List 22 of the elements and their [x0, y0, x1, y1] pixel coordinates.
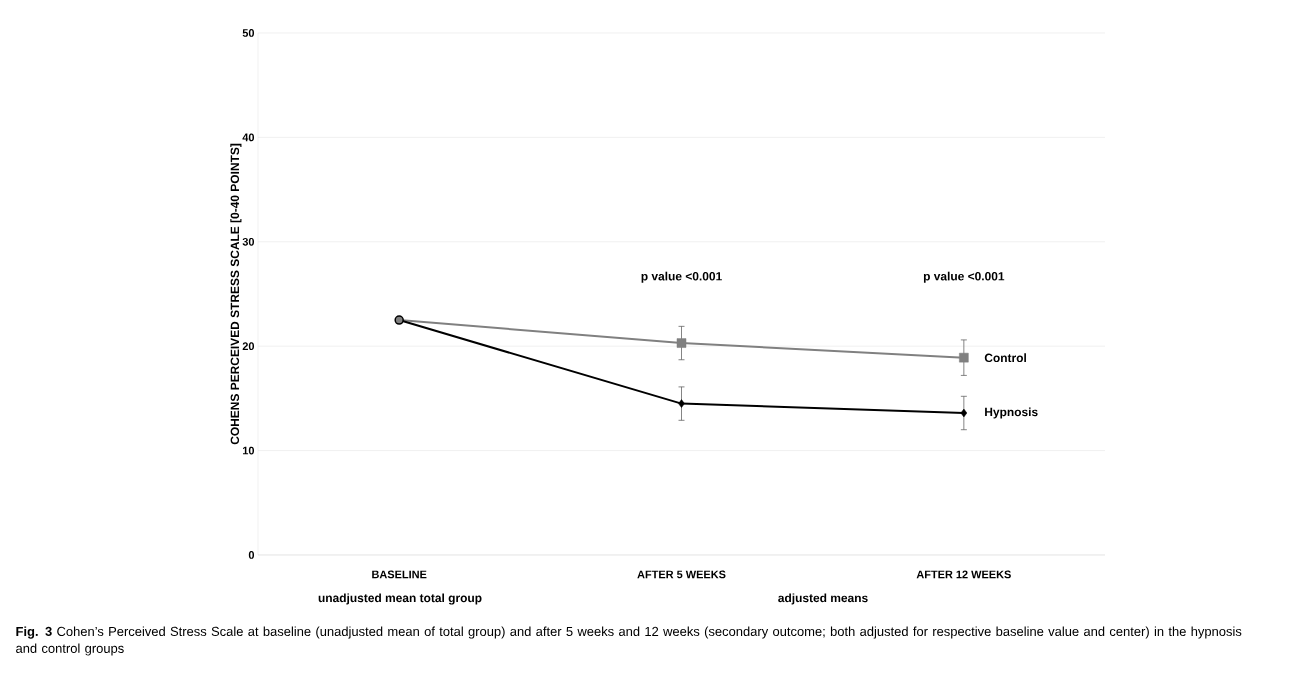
point	[959, 352, 969, 363]
y-tick-label: 20	[242, 342, 255, 351]
x-tick-label: AFTER 5 WEEKS	[637, 570, 726, 579]
y-tick-label: 40	[242, 133, 255, 142]
series-label: Control	[984, 353, 1026, 363]
point	[678, 399, 685, 408]
text: unadjusted mean total group	[318, 593, 482, 605]
text: adjusted means	[778, 593, 868, 605]
y-tick-label: 30	[242, 237, 255, 246]
y-axis-title: COHENS PERCEIVED STRESS SCALE [0-40 POINTS]	[230, 143, 242, 445]
y-tick-label: 50	[242, 29, 255, 37]
point	[394, 315, 404, 325]
series-label: Hypnosis	[985, 407, 1038, 419]
point	[960, 408, 968, 418]
annotation: p value <0.001	[923, 271, 1005, 283]
x-tick-label: BASELINE	[372, 570, 427, 579]
annotation: p value <0.001	[641, 271, 722, 283]
y-tick-label: 0	[248, 551, 255, 559]
point	[676, 338, 687, 348]
text: Fig. 3 Cohen’s Perceived Stress Scale at baseline (unadjusted mean of total group) and after 5 weeks and 12 weeks (secondary outcome; both adjusted for respective baseline value and center) in the hypnosis and control groups	[16, 626, 1242, 656]
x-tick-label: AFTER 12 WEEKS	[916, 570, 1011, 579]
y-tick-label: 10	[242, 446, 255, 455]
